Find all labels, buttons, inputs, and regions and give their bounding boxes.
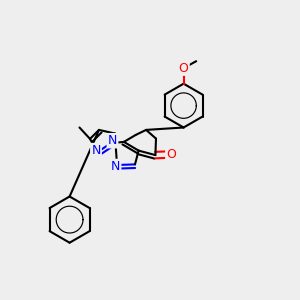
Text: N: N <box>108 134 117 147</box>
Text: N: N <box>91 144 101 157</box>
Text: N: N <box>111 160 120 173</box>
Text: O: O <box>179 61 188 75</box>
Text: O: O <box>167 148 176 161</box>
